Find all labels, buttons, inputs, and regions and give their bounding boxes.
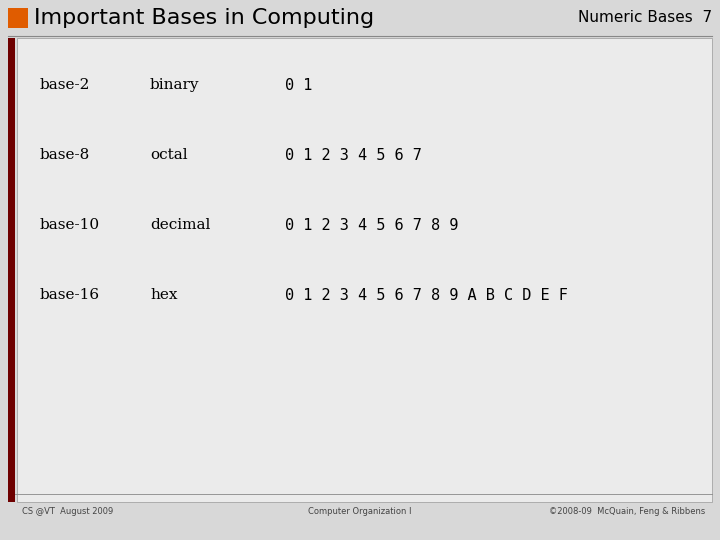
- Text: base-10: base-10: [40, 218, 100, 232]
- Text: base-16: base-16: [40, 288, 100, 302]
- Text: decimal: decimal: [150, 218, 210, 232]
- Text: Numeric Bases  7: Numeric Bases 7: [578, 10, 712, 25]
- Text: binary: binary: [150, 78, 199, 92]
- Text: CS @VT  August 2009: CS @VT August 2009: [22, 508, 113, 516]
- Text: base-2: base-2: [40, 78, 91, 92]
- Text: base-8: base-8: [40, 148, 90, 162]
- Text: 0 1 2 3 4 5 6 7 8 9: 0 1 2 3 4 5 6 7 8 9: [285, 218, 459, 233]
- Text: octal: octal: [150, 148, 188, 162]
- FancyBboxPatch shape: [17, 38, 712, 502]
- Text: 0 1 2 3 4 5 6 7: 0 1 2 3 4 5 6 7: [285, 147, 422, 163]
- FancyBboxPatch shape: [8, 8, 28, 28]
- Text: hex: hex: [150, 288, 178, 302]
- FancyBboxPatch shape: [8, 38, 15, 502]
- Text: ©2008-09  McQuain, Feng & Ribbens: ©2008-09 McQuain, Feng & Ribbens: [549, 508, 705, 516]
- Text: Important Bases in Computing: Important Bases in Computing: [34, 8, 374, 28]
- Text: 0 1 2 3 4 5 6 7 8 9 A B C D E F: 0 1 2 3 4 5 6 7 8 9 A B C D E F: [285, 287, 568, 302]
- Text: Computer Organization I: Computer Organization I: [308, 508, 412, 516]
- Text: 0 1: 0 1: [285, 78, 312, 92]
